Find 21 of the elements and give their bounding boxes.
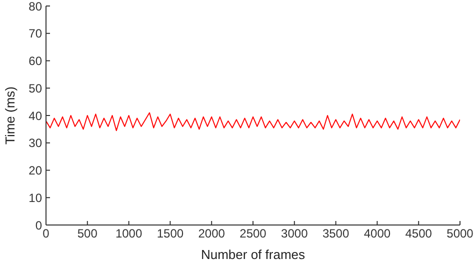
y-tick-label: 10 — [28, 190, 42, 205]
y-tick-label: 50 — [28, 81, 42, 96]
y-axis-title: Time (ms) — [2, 86, 18, 145]
x-tick-label: 1000 — [115, 226, 142, 241]
x-tick-label: 4500 — [405, 226, 432, 241]
x-tick-label: 4000 — [364, 226, 391, 241]
x-tick-label: 2500 — [240, 226, 267, 241]
y-tick-label: 40 — [28, 108, 42, 123]
y-tick-label: 60 — [28, 54, 42, 68]
line-series — [46, 112, 460, 132]
x-axis-title: Number of frames — [200, 247, 306, 262]
x-tick-label: 5000 — [446, 226, 474, 241]
y-tick-label: 70 — [28, 26, 42, 41]
x-tick-label: 1500 — [156, 226, 184, 241]
x-tick-label: 3500 — [322, 226, 350, 241]
y-tick-label: 80 — [28, 0, 42, 14]
x-tick-label: 2000 — [198, 226, 226, 241]
x-tick-label: 500 — [77, 226, 98, 241]
y-tick-label: 20 — [28, 164, 42, 178]
y-tick-label: 30 — [28, 136, 42, 150]
x-tick-label: 3000 — [281, 226, 308, 241]
